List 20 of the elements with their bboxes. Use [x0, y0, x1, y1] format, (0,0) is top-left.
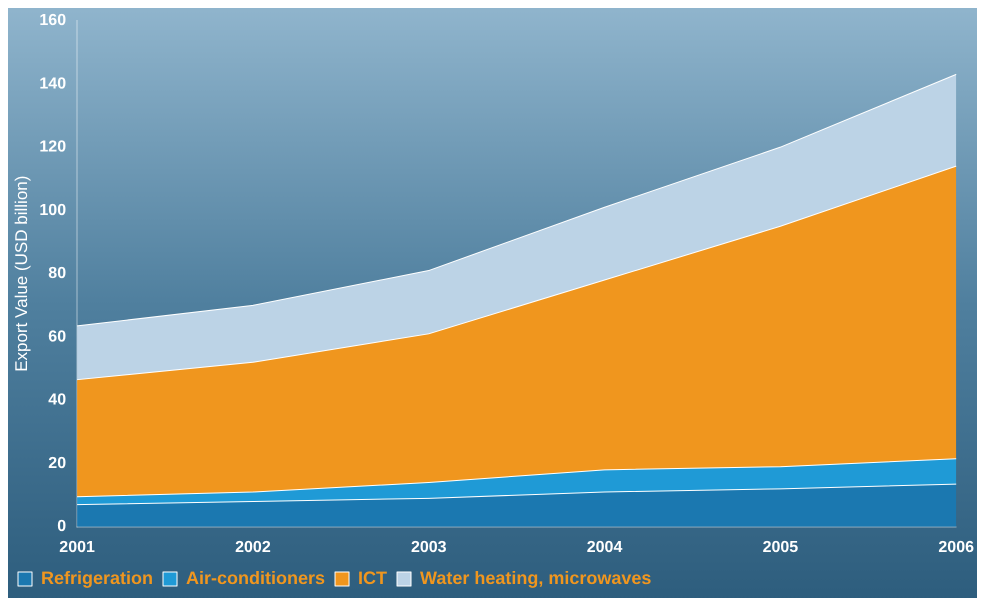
x-tick-label: 2002 — [235, 538, 271, 556]
legend-label: Refrigeration — [41, 568, 154, 588]
y-tick-label: 40 — [48, 392, 66, 409]
x-tick-label: 2005 — [762, 538, 798, 556]
legend-label: ICT — [358, 568, 388, 588]
x-tick-label: 2003 — [410, 538, 447, 556]
x-tick-label: 2001 — [59, 538, 95, 556]
x-tick-label: 2006 — [938, 538, 974, 556]
y-tick-label: 60 — [48, 328, 66, 346]
y-axis-title: Export Value (USD billion) — [12, 176, 31, 372]
y-tick-label: 0 — [57, 518, 66, 536]
y-tick-label: 120 — [39, 138, 66, 156]
legend-label: Air-conditioners — [186, 568, 326, 588]
y-tick-label: 80 — [48, 265, 66, 282]
x-tick-label: 2004 — [586, 538, 622, 556]
legend-label: Water heating, microwaves — [420, 568, 652, 588]
y-tick-label: 140 — [39, 75, 66, 92]
y-tick-label: 160 — [39, 12, 66, 30]
y-tick-label: 20 — [48, 454, 66, 472]
y-tick-label: 100 — [39, 202, 66, 219]
